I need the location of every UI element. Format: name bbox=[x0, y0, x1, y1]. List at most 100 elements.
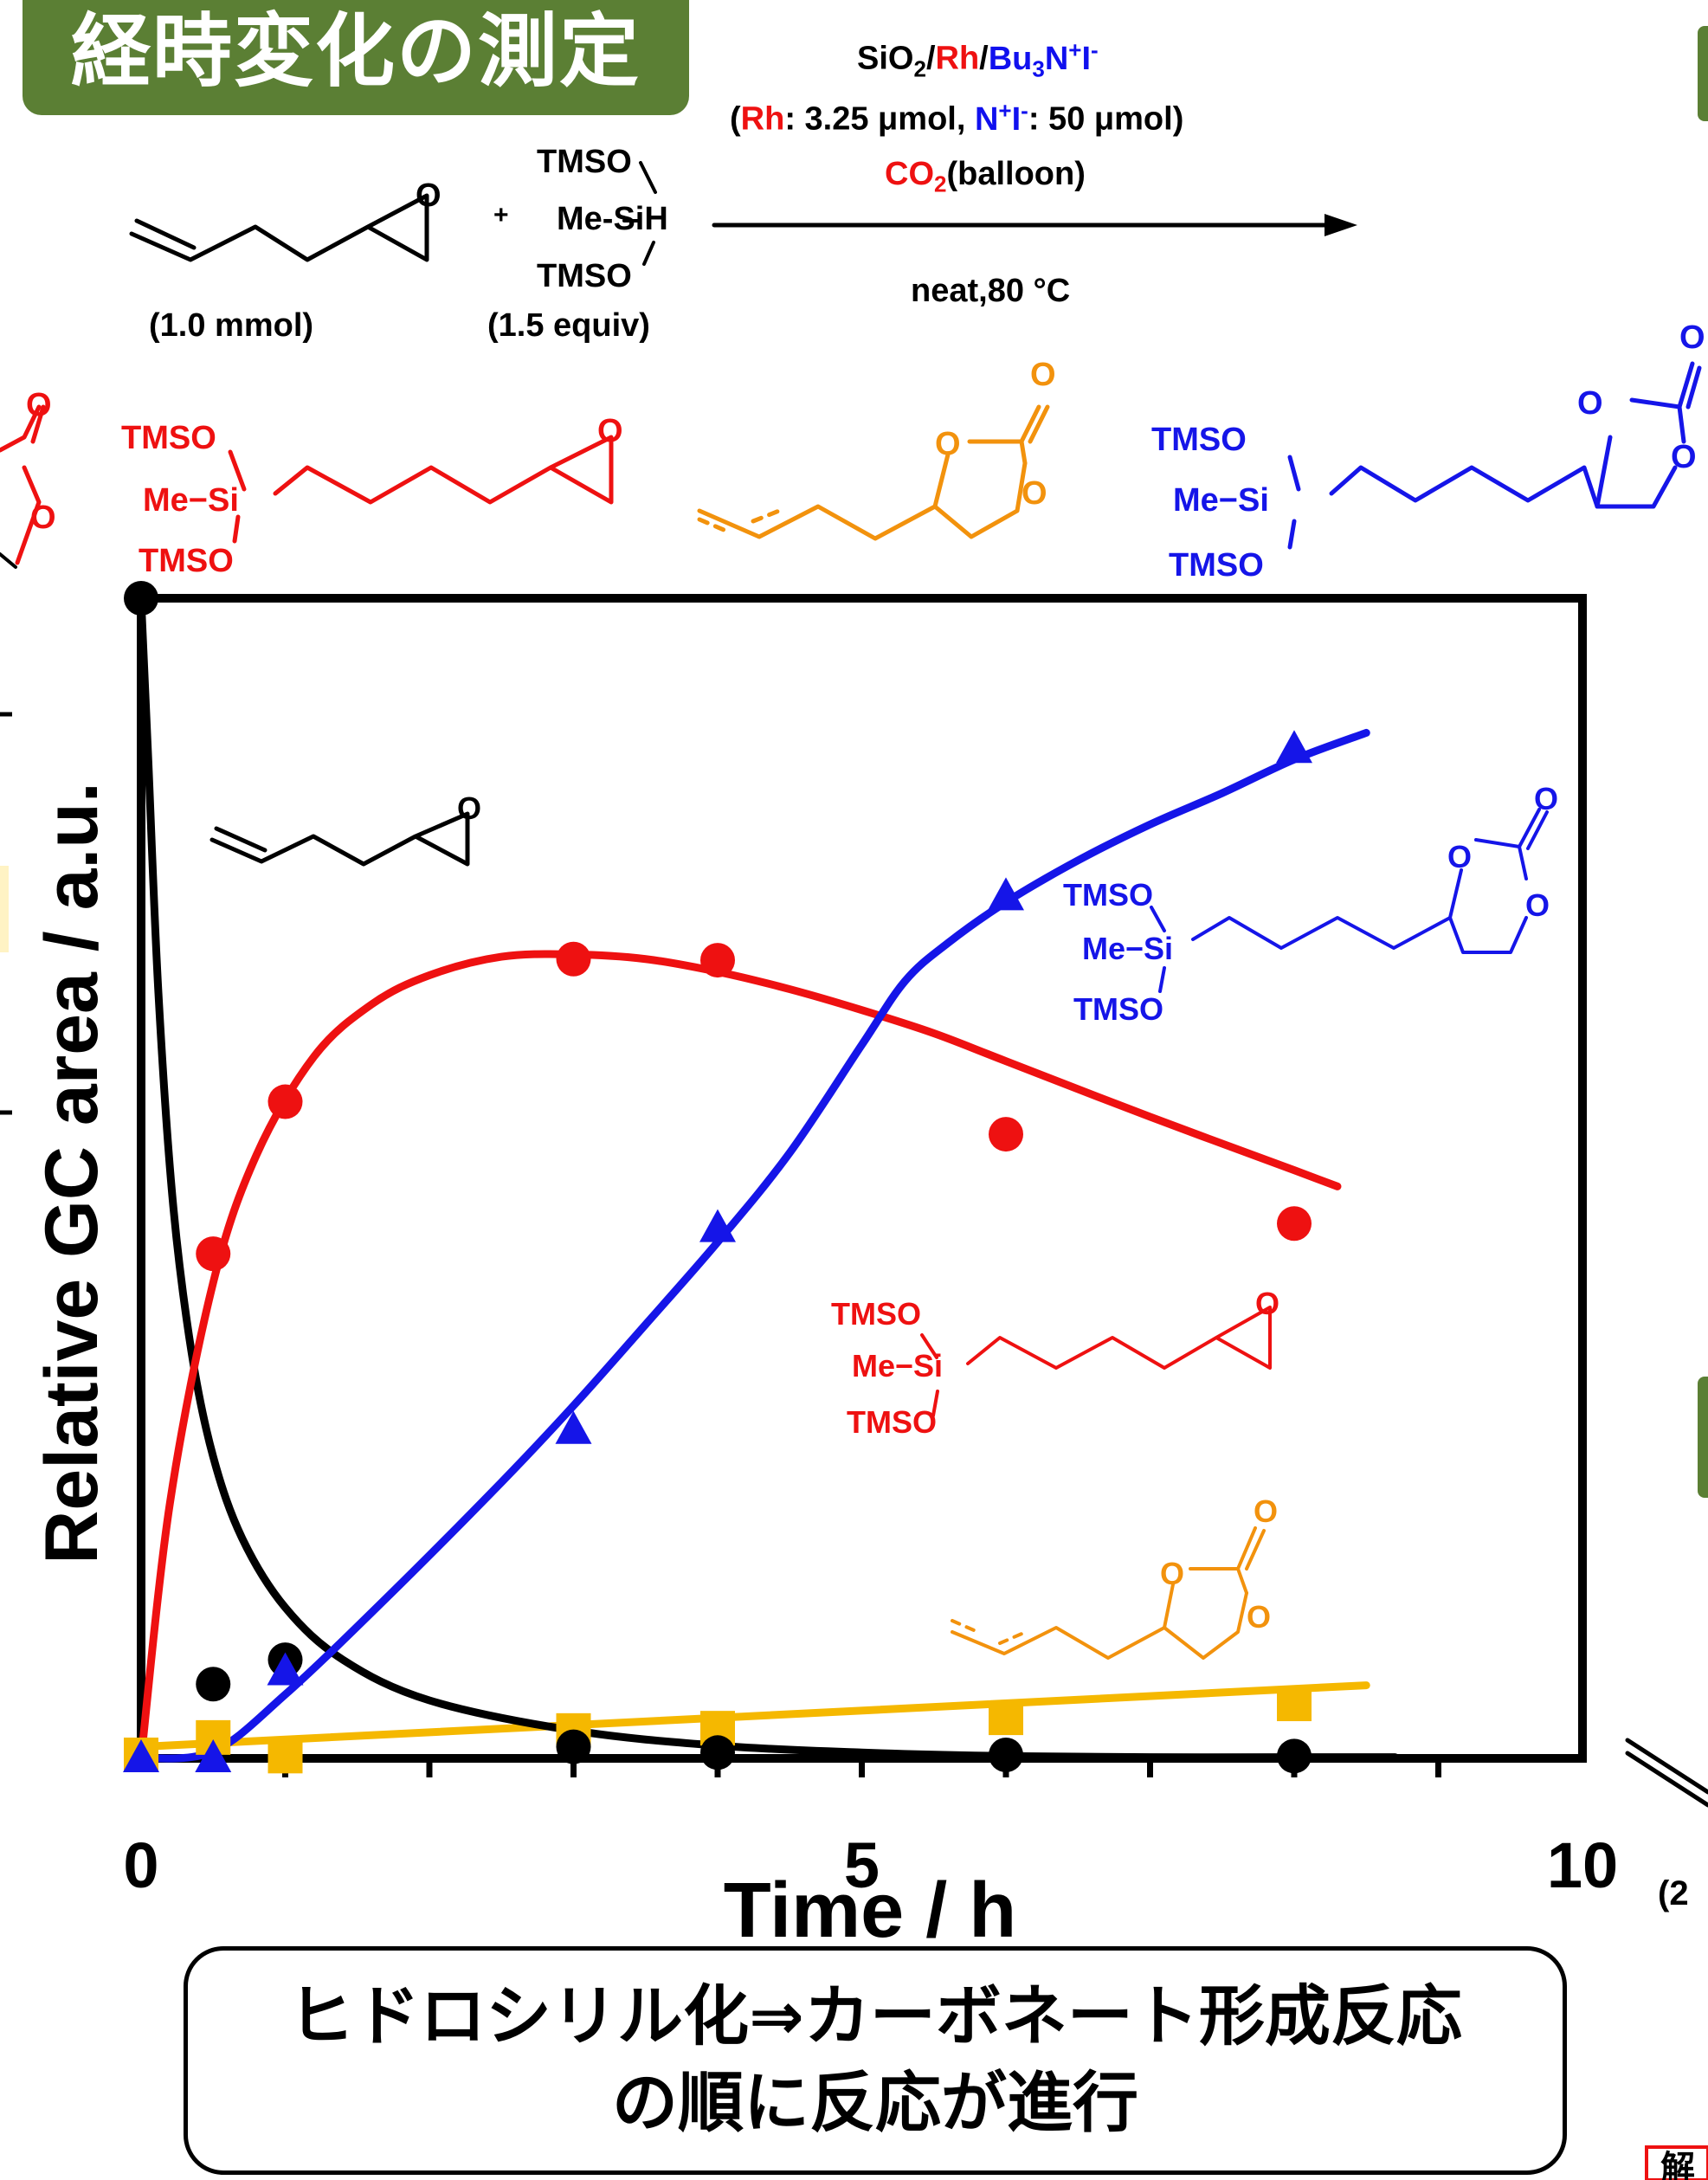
axis-break-mark bbox=[1625, 1738, 1708, 1808]
series-line bbox=[137, 1681, 1370, 1751]
title-banner: 経時変化の測定 bbox=[23, 0, 689, 115]
silyl-epoxide-structure-chart bbox=[920, 1306, 1272, 1417]
data-point bbox=[556, 941, 591, 977]
silyl-carbonate-structure-chart bbox=[1150, 808, 1549, 993]
label-tmso: TMSO bbox=[1063, 877, 1153, 913]
conditions-amounts: (Rh: 3.25 μmol, N+I-: 50 μmol) bbox=[730, 97, 1184, 138]
page-title: 経時変化の測定 bbox=[70, 5, 641, 98]
series-curves bbox=[137, 594, 1400, 1763]
data-point bbox=[195, 1739, 232, 1772]
conditions-temperature: neat,80 °C bbox=[911, 273, 1071, 309]
label-tmso: TMSO bbox=[121, 420, 216, 456]
series-line bbox=[137, 728, 1370, 1763]
label-oxygen: O bbox=[1247, 1599, 1271, 1635]
label-tmso: TMSO bbox=[139, 543, 234, 579]
data-point bbox=[989, 1700, 1023, 1736]
epoxide-structure-chart bbox=[209, 811, 470, 867]
conclusion-line1: ヒドロシリル化⇒カーボネート形成反応 bbox=[288, 1977, 1462, 2054]
label-tmso: TMSO bbox=[1151, 422, 1247, 458]
label-oxygen: O bbox=[30, 500, 56, 536]
silyl-carbonate-structure-top bbox=[1287, 361, 1702, 550]
cropped-bottom-text: 解 bbox=[1660, 2149, 1695, 2180]
data-point bbox=[989, 1117, 1023, 1152]
structure-labels: TMSO Me−Si TMSO O O O O TMSO Me−Si TMSO … bbox=[26, 319, 1705, 1635]
x-tick-labels: 0 5 10 bbox=[123, 1829, 1618, 1901]
label-oxygen: O bbox=[935, 426, 961, 462]
plus-sign: + bbox=[493, 201, 509, 229]
data-point bbox=[267, 1738, 303, 1774]
data-point bbox=[1277, 1206, 1312, 1242]
chart-area: 0 5 10 Time / h Relative GC area / a.u. bbox=[30, 581, 1618, 1954]
series-markers bbox=[123, 581, 1312, 1774]
x-tick-label: 0 bbox=[123, 1829, 158, 1901]
chart-frame bbox=[137, 594, 1587, 1763]
series-line bbox=[137, 950, 1342, 1763]
conclusion-line2: の順に反応が進行 bbox=[612, 2064, 1138, 2141]
silane-tmso-top: TMSO bbox=[537, 144, 632, 180]
data-point bbox=[267, 1084, 303, 1119]
label-me-si: Me−Si bbox=[1082, 931, 1173, 966]
data-point bbox=[123, 1739, 159, 1772]
data-point bbox=[556, 1729, 591, 1764]
label-oxygen: O bbox=[1160, 1556, 1184, 1591]
cropped-right-label: (2 bbox=[1658, 1874, 1689, 1912]
label-me-si: Me−Si bbox=[143, 482, 239, 519]
data-point bbox=[1276, 730, 1312, 764]
neighbor-panel-edge bbox=[1698, 26, 1708, 121]
silane-bonds bbox=[622, 161, 657, 266]
label-oxygen: O bbox=[1577, 385, 1603, 422]
cropped-structure-left-black bbox=[0, 552, 17, 569]
conditions-catalyst: SiO2/Rh/Bu3N+I- bbox=[857, 36, 1099, 82]
data-point bbox=[699, 1209, 736, 1242]
cropped-left-highlight bbox=[0, 866, 9, 952]
label-oxygen: O bbox=[1254, 1493, 1278, 1529]
alkene-carbonate-structure-chart bbox=[951, 1526, 1266, 1660]
conclusion-box: ヒドロシリル化⇒カーボネート形成反応 の順に反応が進行 bbox=[184, 1946, 1567, 2175]
data-point bbox=[267, 1652, 304, 1686]
x-axis-label: Time / h bbox=[724, 1867, 1016, 1954]
label-oxygen: O bbox=[26, 387, 52, 423]
data-point bbox=[1277, 1738, 1312, 1774]
label-oxygen: O bbox=[1679, 319, 1705, 356]
y-axis-label: Relative GC area / a.u. bbox=[30, 782, 113, 1564]
conditions-co2: CO2(balloon) bbox=[885, 156, 1086, 197]
data-point bbox=[196, 1236, 231, 1272]
data-point bbox=[555, 1410, 592, 1444]
reaction-arrow bbox=[712, 214, 1357, 236]
label-oxygen: O bbox=[1030, 357, 1056, 393]
label-oxygen: O bbox=[1022, 475, 1047, 512]
data-point bbox=[700, 1735, 735, 1770]
label-tmso: TMSO bbox=[847, 1404, 937, 1440]
label-oxygen: O bbox=[1447, 839, 1472, 874]
alkene-carbonate-structure-top bbox=[697, 404, 1050, 541]
series-line bbox=[137, 594, 1400, 1762]
silane-tmso-bottom: TMSO bbox=[537, 258, 632, 294]
substrate-structure bbox=[129, 193, 429, 262]
data-point bbox=[988, 877, 1024, 911]
label-oxygen: O bbox=[597, 413, 623, 449]
cropped-structure-left bbox=[0, 404, 46, 565]
label-oxygen: O bbox=[1255, 1286, 1279, 1321]
substrate-amount: (1.0 mmol) bbox=[149, 307, 314, 344]
label-oxygen: O bbox=[1525, 887, 1550, 923]
data-point bbox=[700, 943, 735, 978]
cropped-red-box bbox=[1645, 2145, 1708, 2180]
cropped-left-axis-ticks bbox=[0, 712, 12, 1115]
silyl-epoxide-structure-top bbox=[228, 435, 614, 544]
label-oxygen: O bbox=[457, 790, 481, 826]
label-me-si: Me−Si bbox=[852, 1348, 943, 1383]
substrate-oxygen: O bbox=[416, 177, 442, 214]
silane-amount: (1.5 equiv) bbox=[487, 307, 650, 344]
data-point bbox=[989, 1737, 1023, 1772]
neighbor-panel-edge bbox=[1698, 1377, 1708, 1498]
label-me-si: Me−Si bbox=[1173, 482, 1269, 519]
label-oxygen: O bbox=[1671, 439, 1697, 475]
data-point bbox=[196, 1667, 231, 1702]
data-point bbox=[1277, 1687, 1312, 1722]
silane-mesih: Me-SiH bbox=[557, 201, 668, 237]
x-tick-label: 10 bbox=[1547, 1829, 1618, 1901]
data-point bbox=[124, 581, 158, 616]
x-tick-label: 5 bbox=[844, 1829, 880, 1901]
label-tmso: TMSO bbox=[831, 1296, 921, 1332]
